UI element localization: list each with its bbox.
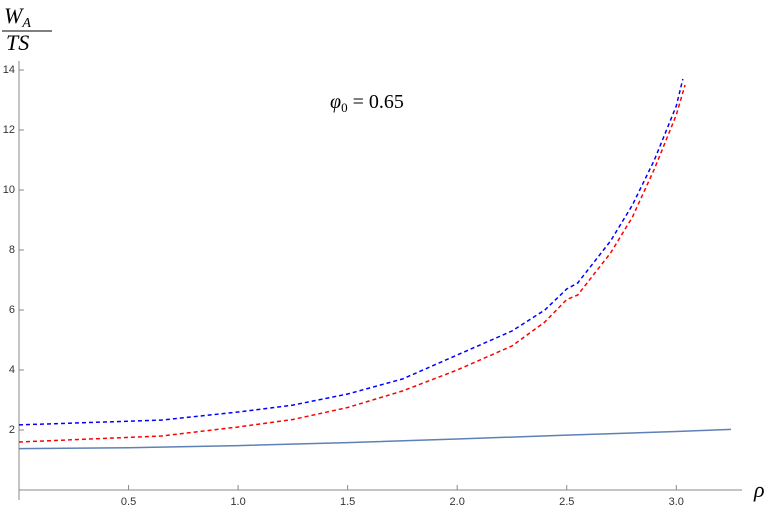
x-tick-label: 0.5	[121, 496, 136, 508]
y-tick-label: 4	[9, 364, 15, 376]
x-tick-label: 3.0	[669, 496, 684, 508]
y-label-sub: A	[21, 16, 31, 31]
series-line	[18, 84, 686, 443]
annotation-rest: = 0.65	[348, 91, 404, 113]
annotation-sub: 0	[341, 100, 348, 115]
x-tick-label: 2.5	[559, 496, 574, 508]
y-label: WA	[4, 3, 31, 31]
annotation-main: φ	[330, 91, 341, 113]
y-tick-label: 8	[9, 244, 15, 256]
y-label-denominator: TS	[6, 30, 29, 55]
y-tick-label: 10	[3, 184, 15, 196]
x-tick-label: 1.0	[230, 496, 245, 508]
x-tick-label: 2.0	[450, 496, 465, 508]
series-line	[18, 78, 684, 426]
x-tick-label: 1.5	[340, 496, 355, 508]
annotation: φ0 = 0.65	[330, 91, 404, 115]
y-label-main: W	[4, 3, 24, 28]
y-tick-label: 6	[9, 304, 15, 316]
y-tick-label: 2	[9, 424, 15, 436]
series-line	[18, 428, 732, 450]
y-tick-label: 12	[3, 124, 15, 136]
x-label: ρ	[753, 477, 765, 502]
y-tick-label: 14	[3, 64, 15, 76]
